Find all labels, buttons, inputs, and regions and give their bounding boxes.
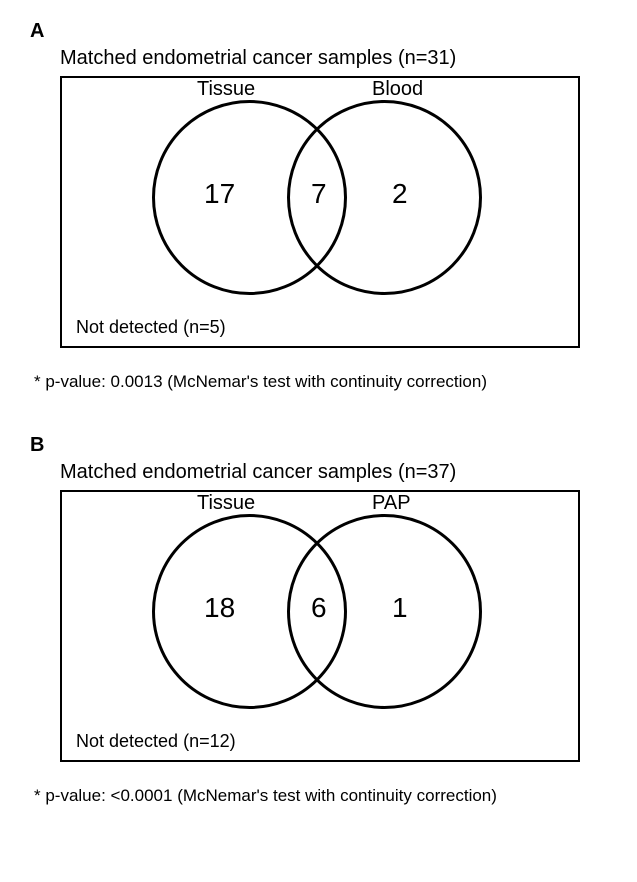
panel-a-only-right-count: 2 [392,178,408,210]
panel-a-right-set-label: Blood [372,78,423,101]
panel-a-box: Tissue Blood 17 7 2 Not detected (n=5) [60,76,580,348]
panel-b-only-left-count: 18 [204,592,235,624]
panel-a-title: Matched endometrial cancer samples (n=31… [60,47,607,70]
panel-b-not-detected: Not detected (n=12) [76,731,236,752]
panel-b: B Matched endometrial cancer samples (n=… [30,434,607,806]
panel-a-footnote: * p-value: 0.0013 (McNemar's test with c… [34,372,607,392]
panel-b-footnote: * p-value: <0.0001 (McNemar's test with … [34,786,607,806]
panel-letter-b: B [30,434,607,457]
figure-page: A Matched endometrial cancer samples (n=… [0,0,637,882]
panel-spacer [30,392,607,434]
panel-a-not-detected: Not detected (n=5) [76,317,226,338]
panel-b-title: Matched endometrial cancer samples (n=37… [60,461,607,484]
panel-b-intersection-count: 6 [311,592,327,624]
panel-a: A Matched endometrial cancer samples (n=… [30,20,607,392]
panel-b-left-set-label: Tissue [197,492,255,515]
panel-a-only-left-count: 17 [204,178,235,210]
panel-a-venn: Tissue Blood 17 7 2 Not detected (n=5) [62,78,578,346]
panel-b-only-right-count: 1 [392,592,408,624]
panel-a-intersection-count: 7 [311,178,327,210]
panel-a-left-set-label: Tissue [197,78,255,101]
panel-b-venn: Tissue PAP 18 6 1 Not detected (n=12) [62,492,578,760]
panel-letter-a: A [30,20,607,43]
panel-b-right-set-label: PAP [372,492,411,515]
panel-b-box: Tissue PAP 18 6 1 Not detected (n=12) [60,490,580,762]
